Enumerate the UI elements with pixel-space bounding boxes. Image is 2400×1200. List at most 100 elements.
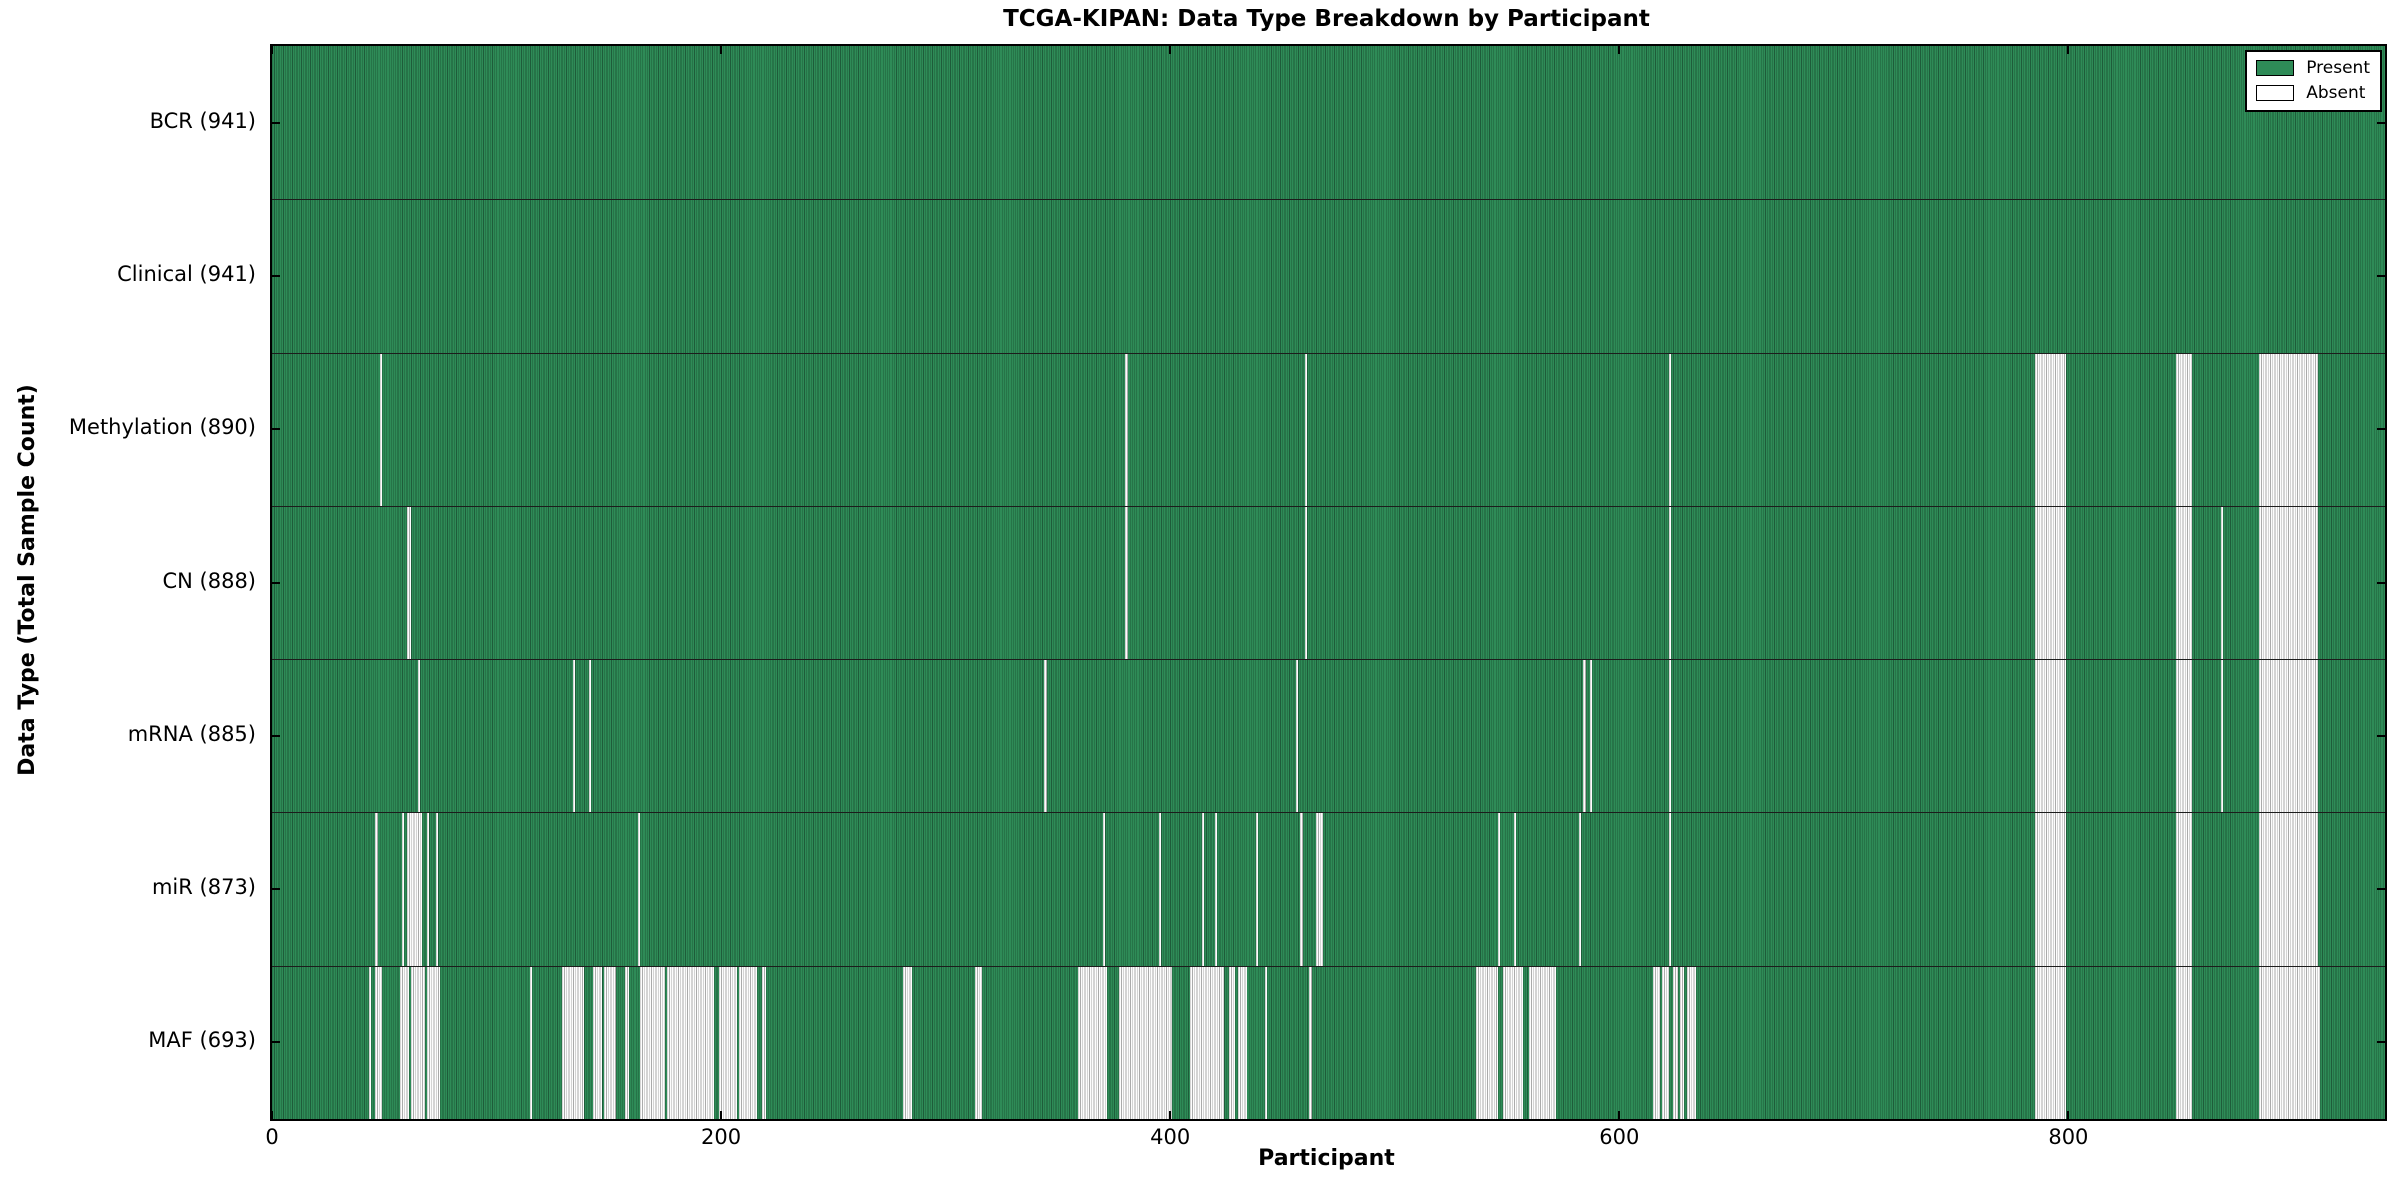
y-tick-label-methylation: Methylation (890) [68,415,256,440]
absent-stripe [2176,506,2192,660]
absent-stripe [417,660,421,813]
y-tick [272,121,280,124]
absent-stripe [1125,353,1128,506]
absent-stripe [1578,813,1582,966]
absent-stripe [1118,966,1173,1119]
absent-stripe [411,966,425,1119]
absent-stripe [1513,813,1516,966]
absent-stripe [1190,966,1225,1119]
absent-stripe [426,966,441,1119]
y-tick-right [2377,428,2385,431]
absent-stripe [2259,966,2320,1119]
absent-stripe [1498,813,1501,966]
x-tick [2067,1111,2070,1119]
absent-stripe [561,966,585,1119]
absent-stripe [1668,506,1671,660]
legend: Present Absent [2245,50,2382,112]
absent-stripe [1652,966,1660,1119]
absent-stripe [1102,813,1106,966]
absent-stripe [402,813,405,966]
row-methylation [272,352,2385,506]
absent-stripe [2034,813,2067,966]
legend-swatch-absent [2256,85,2295,101]
absent-stripe [2259,660,2318,813]
absent-stripe [368,966,371,1119]
x-tick [1618,1111,1621,1119]
absent-stripe [2176,813,2192,966]
absent-stripe [406,506,412,660]
absent-stripe [2034,660,2067,813]
absent-stripe [2259,353,2318,506]
y-tick-right [2377,581,2385,584]
absent-stripe [1475,966,1499,1119]
absent-stripe [572,660,576,813]
x-tick-top [720,46,723,54]
row-mir [272,812,2385,966]
absent-stripe [379,353,383,506]
absent-stripe [1304,353,1308,506]
absent-stripe [2176,966,2192,1119]
x-tick-label: 200 [701,1125,742,1149]
absent-stripe [406,813,423,966]
absent-stripe [1295,660,1299,813]
absent-stripe [1304,506,1308,660]
x-tick-top [2067,46,2070,54]
absent-stripe [2034,966,2067,1119]
absent-stripe [1502,966,1523,1119]
absent-stripe [1201,813,1204,966]
absent-stripe [2176,353,2192,506]
absent-stripe [2221,660,2224,813]
x-tick [271,1111,273,1119]
absent-stripe [1673,966,1678,1119]
y-tick-label-clinical: Clinical (941) [117,261,256,286]
x-tick [720,1111,723,1119]
absent-stripe [2221,506,2224,660]
absent-stripe [2034,506,2067,660]
absent-stripe [667,966,715,1119]
absent-stripe [604,966,616,1119]
row-bcr [272,46,2385,200]
legend-swatch-present [2256,60,2295,76]
absent-stripe [1158,813,1162,966]
absent-stripe [1686,966,1696,1119]
absent-stripe [1316,813,1323,966]
y-tick-right [2377,274,2385,277]
absent-stripe [1215,813,1218,966]
absent-stripe [1078,966,1108,1119]
legend-item-absent: Absent [2256,83,2370,103]
absent-stripe [1661,966,1669,1119]
absent-stripe [761,966,766,1119]
absent-stripe [1668,660,1671,813]
absent-stripe [435,813,439,966]
row-mrna [272,659,2385,813]
absent-stripe [588,660,591,813]
absent-stripe [1583,660,1586,813]
y-tick-right [2377,734,2385,737]
absent-stripe [1590,660,1593,813]
y-tick [272,581,280,584]
absent-stripe [1125,506,1128,660]
row-maf [272,965,2385,1119]
y-tick [272,274,280,277]
chart-title: TCGA-KIPAN: Data Type Breakdown by Parti… [1003,6,1650,32]
absent-stripe [1264,966,1267,1119]
x-tick-label: 800 [2048,1125,2089,1149]
absent-stripe [1529,966,1557,1119]
absent-stripe [1237,966,1247,1119]
absent-stripe [1309,966,1312,1119]
y-tick-label-bcr: BCR (941) [149,108,256,133]
y-tick [272,888,280,891]
y-tick-right [2377,121,2385,124]
y-tick [272,428,280,431]
absent-stripe [399,966,409,1119]
absent-stripe [375,966,383,1119]
x-tick-label: 400 [1150,1125,1191,1149]
absent-stripe [624,966,630,1119]
y-tick-label-mir: miR (873) [151,875,256,900]
plot-area: Present Absent [270,44,2387,1121]
absent-stripe [718,966,737,1119]
absent-stripe [2034,353,2067,506]
absent-stripe [530,966,533,1119]
y-tick-right [2377,888,2385,891]
